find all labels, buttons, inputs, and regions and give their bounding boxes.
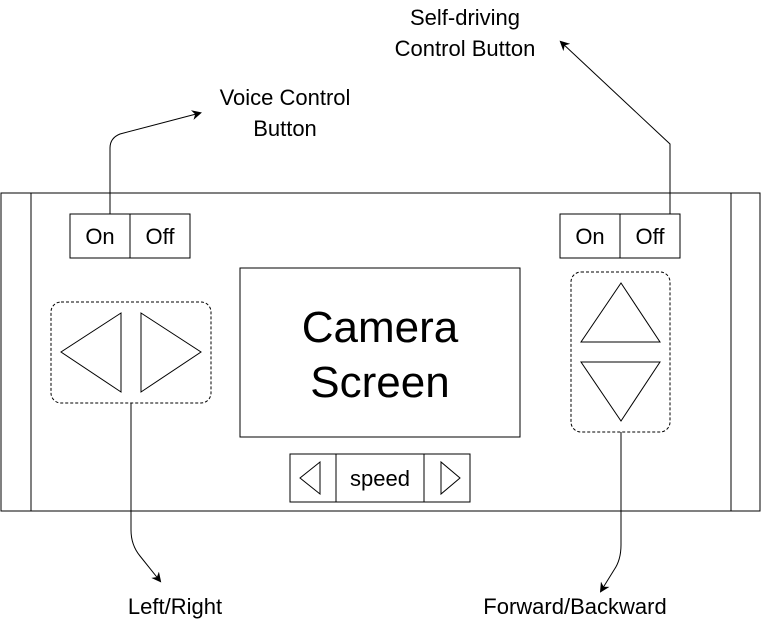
self-driving-off-label: Off bbox=[636, 224, 666, 249]
speed-left-arrow-icon bbox=[299, 460, 321, 496]
left-right-callout-arrow bbox=[130, 403, 162, 583]
voice-control-toggle: On Off bbox=[69, 213, 191, 259]
left-arrow-button[interactable] bbox=[60, 312, 122, 393]
speed-control: speed bbox=[289, 453, 471, 503]
forward-arrow-button[interactable] bbox=[580, 282, 661, 343]
voice-off-button[interactable]: Off bbox=[129, 213, 191, 259]
speed-label: speed bbox=[350, 466, 410, 491]
voice-control-callout-arrow bbox=[109, 110, 202, 214]
voice-annotation-line1: Voice Control bbox=[220, 85, 351, 110]
camera-screen-label-line2: Screen bbox=[310, 358, 449, 407]
self-driving-annotation-line2: Control Button bbox=[395, 36, 536, 61]
camera-screen-label-line1: Camera bbox=[302, 303, 459, 352]
right-arrow-button[interactable] bbox=[140, 312, 202, 393]
self-driving-on-button[interactable]: On bbox=[559, 213, 621, 259]
speed-decrease-button[interactable] bbox=[289, 453, 337, 503]
voice-on-label: On bbox=[85, 224, 114, 249]
forward-backward-annotation: Forward/Backward bbox=[483, 594, 666, 619]
voice-annotation-line2: Button bbox=[253, 116, 317, 141]
left-right-annotation: Left/Right bbox=[128, 594, 222, 619]
self-driving-on-label: On bbox=[575, 224, 604, 249]
backward-arrow-button[interactable] bbox=[580, 361, 661, 422]
self-driving-annotation-line1: Self-driving bbox=[410, 5, 520, 30]
forward-backward-callout-arrow bbox=[599, 432, 622, 593]
self-driving-callout-arrow bbox=[559, 40, 671, 214]
speed-increase-button[interactable] bbox=[423, 453, 471, 503]
self-driving-off-button[interactable]: Off bbox=[619, 213, 681, 259]
speed-right-arrow-icon bbox=[440, 460, 461, 496]
speed-display bbox=[335, 453, 425, 503]
voice-on-button[interactable]: On bbox=[69, 213, 131, 259]
camera-screen bbox=[239, 267, 521, 438]
voice-off-label: Off bbox=[146, 224, 176, 249]
self-driving-toggle: On Off bbox=[559, 213, 681, 259]
